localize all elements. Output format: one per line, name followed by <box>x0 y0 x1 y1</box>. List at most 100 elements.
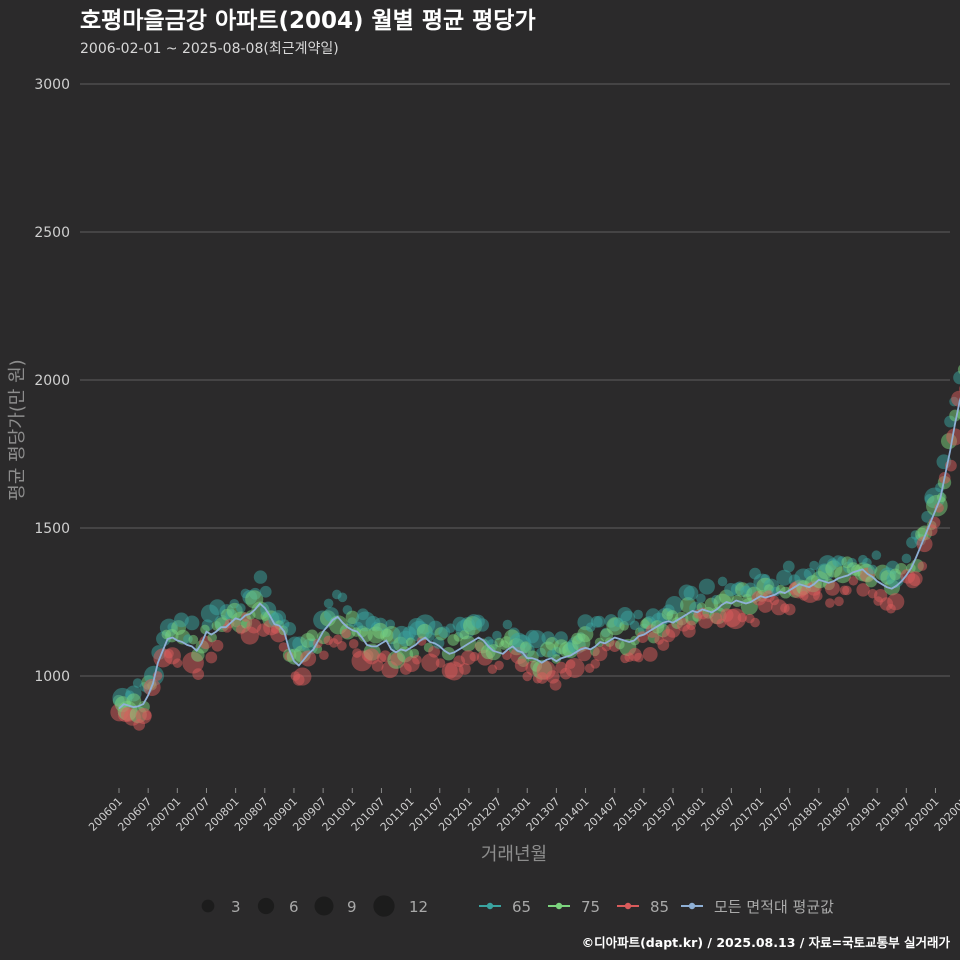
legend-size-marker <box>257 897 275 915</box>
data-point-85 <box>341 628 351 639</box>
data-point-65 <box>953 370 960 385</box>
legend-size-label: 12 <box>409 898 428 916</box>
data-point-85 <box>514 658 529 673</box>
legend-series-marker <box>486 902 494 910</box>
data-point-85 <box>211 639 224 652</box>
average-line <box>118 397 960 710</box>
data-point-65 <box>502 619 513 630</box>
data-point-85 <box>590 659 601 669</box>
data-point-85 <box>494 660 504 671</box>
data-point-85 <box>421 653 440 672</box>
y-tick-label: 3000 <box>34 77 70 93</box>
data-point-85 <box>172 658 183 668</box>
data-point-85 <box>917 561 928 571</box>
y-tick-label: 2500 <box>34 225 70 241</box>
data-point-85 <box>371 659 384 672</box>
legend-series-marker <box>688 902 696 910</box>
data-point-85 <box>750 617 760 628</box>
data-point-65 <box>323 598 334 609</box>
legend-series-label: 75 <box>581 898 600 916</box>
data-point-75 <box>188 634 199 645</box>
data-point-75 <box>551 654 562 664</box>
data-point-65 <box>665 596 684 615</box>
data-point-65 <box>629 620 640 631</box>
legend-size-label: 6 <box>289 898 299 916</box>
data-point-65 <box>236 603 246 613</box>
data-point-85 <box>458 663 471 675</box>
y-tick-label: 2000 <box>34 373 70 389</box>
data-point-85 <box>564 657 585 678</box>
data-point-75 <box>865 575 878 588</box>
chart-title: 호평마을금강 아파트(2004) 월별 평균 평당가 <box>80 8 536 34</box>
data-point-65 <box>782 560 795 573</box>
legend-series-marker <box>624 902 632 910</box>
credit-text: ©디아파트(dapt.kr) / 2025.08.13 / 자료=국토교통부 실… <box>582 935 951 950</box>
data-points <box>110 365 960 731</box>
data-point-85 <box>657 639 670 651</box>
chart-subtitle: 2006-02-01 ~ 2025-08-08(최근계약일) <box>80 41 339 57</box>
grid-lines <box>80 83 950 677</box>
data-point-65 <box>259 585 272 598</box>
data-point-85 <box>698 613 714 629</box>
data-point-85 <box>642 646 658 662</box>
data-point-85 <box>348 639 359 649</box>
data-point-75 <box>207 632 217 643</box>
data-point-65 <box>871 550 882 561</box>
data-point-85 <box>737 612 748 623</box>
legend-size-marker <box>201 899 215 913</box>
data-point-65 <box>901 553 912 564</box>
data-point-85 <box>783 603 796 616</box>
data-point-85 <box>142 710 152 721</box>
data-point-85 <box>428 645 440 658</box>
data-point-85 <box>412 654 422 665</box>
data-point-65 <box>253 570 268 584</box>
y-axis-label: 평균 평당가(만 원) <box>7 359 28 500</box>
data-point-85 <box>192 668 205 681</box>
data-point-85 <box>205 651 218 664</box>
average-line-path <box>118 397 960 710</box>
data-point-85 <box>856 583 870 597</box>
data-point-85 <box>337 641 347 651</box>
legend-series-marker <box>555 902 563 910</box>
data-point-65 <box>698 578 715 595</box>
x-axis-label: 거래년월 <box>481 844 547 865</box>
data-point-85 <box>278 642 289 652</box>
legend-series-label: 65 <box>512 898 531 916</box>
data-point-85 <box>435 658 446 668</box>
data-point-65 <box>527 630 546 649</box>
data-point-65 <box>184 615 200 631</box>
data-point-85 <box>825 581 840 596</box>
data-point-75 <box>957 365 960 375</box>
data-point-85 <box>549 678 562 691</box>
y-tick-label: 1000 <box>34 669 70 685</box>
data-point-85 <box>834 596 844 607</box>
data-point-85 <box>887 593 905 611</box>
data-point-75 <box>306 629 319 642</box>
data-point-85 <box>686 620 696 631</box>
data-point-75 <box>126 693 142 709</box>
legend-series-label: 85 <box>650 898 669 916</box>
legend-size-marker <box>314 896 334 916</box>
data-point-65 <box>593 615 606 628</box>
data-point-85 <box>293 667 312 686</box>
legend-size-label: 3 <box>231 898 241 916</box>
data-point-65 <box>475 618 489 632</box>
data-point-65 <box>696 593 706 604</box>
data-point-85 <box>951 390 960 407</box>
data-point-65 <box>633 609 644 620</box>
data-point-65 <box>282 622 297 636</box>
data-point-85 <box>825 598 835 608</box>
data-point-65 <box>683 585 699 601</box>
data-point-85 <box>907 571 923 587</box>
data-point-85 <box>319 650 329 661</box>
legend-size-marker <box>373 895 395 917</box>
data-point-85 <box>842 585 852 596</box>
data-point-65 <box>717 576 728 587</box>
legend-series-label: 모든 면적대 평균값 <box>714 898 834 916</box>
data-point-65 <box>809 560 819 571</box>
data-point-65 <box>337 592 348 603</box>
data-point-65 <box>776 569 793 586</box>
data-point-85 <box>633 652 644 663</box>
